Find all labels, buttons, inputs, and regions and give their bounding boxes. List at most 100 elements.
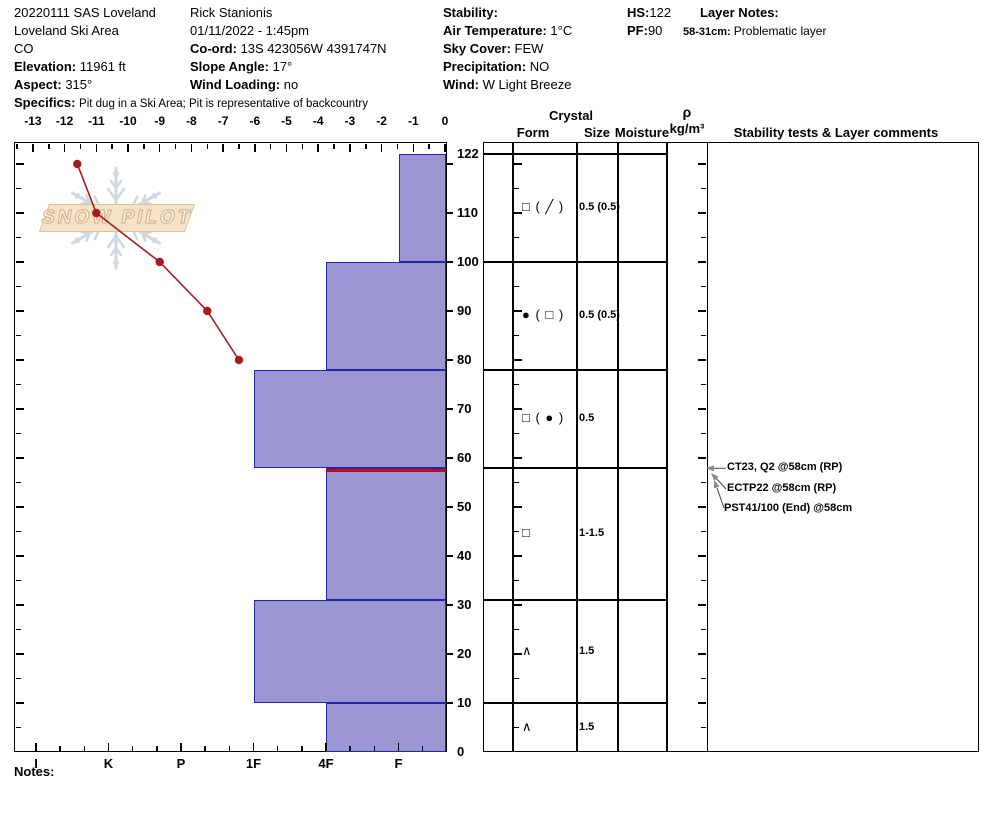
precip-value: NO <box>529 59 550 74</box>
depth-tick-left <box>15 481 21 484</box>
depth-tick-right-outer <box>447 408 453 410</box>
hardness-tick-minor <box>59 745 61 751</box>
depth-tick-rho-col <box>700 334 706 337</box>
crystal-row-divider <box>483 261 667 263</box>
depth-tick-left <box>15 702 24 704</box>
hardness-tick-minor <box>156 745 158 751</box>
temp-tick-minor <box>16 143 18 149</box>
depth-tick-form-col <box>513 334 519 337</box>
crystal-table-divider-size <box>576 142 578 752</box>
depth-tick-left <box>15 506 24 508</box>
depth-tick-rho-col <box>697 555 706 557</box>
temp-tick-major <box>285 143 288 152</box>
hardness-tick-minor <box>421 745 424 751</box>
hardness-tick-major <box>180 742 182 751</box>
specifics-value: Pit dug in a Ski Area; Pit is representa… <box>79 98 368 110</box>
ski-area: Loveland Ski Area <box>14 23 119 38</box>
depth-tick-form-col <box>513 604 522 606</box>
temp-tick-label: -1 <box>407 114 419 128</box>
depth-tick-form-col <box>513 285 519 288</box>
depth-tick-rho-col <box>700 726 706 729</box>
elevation-value: 11961 ft <box>79 59 126 74</box>
hardness-bar <box>398 154 446 262</box>
hardness-tick-minor <box>349 745 351 751</box>
depth-tick-rho-col <box>697 359 706 361</box>
stability-test-label: CT23, Q2 @58cm (RP) <box>727 461 843 473</box>
observer-name: Rick Stanionis <box>190 5 273 20</box>
depth-tick-form-col <box>513 310 522 312</box>
hardness-tick-minor <box>373 745 376 751</box>
depth-tick-left <box>15 187 21 190</box>
crystal-row-size: 1.5 <box>579 720 595 733</box>
temp-tick-minor <box>428 143 430 149</box>
crystal-row-divider <box>483 599 667 601</box>
crystal-row-form: ∧ <box>522 718 533 734</box>
hardness-tick-minor <box>276 745 279 751</box>
depth-tick-form-col <box>513 383 519 386</box>
crystal-row-divider <box>483 702 667 704</box>
depth-tick-left <box>15 628 21 631</box>
depth-tick-rho-col <box>700 383 706 386</box>
elevation-line: Elevation: 11961 ft <box>14 59 126 74</box>
hs-label: HS: <box>627 5 650 20</box>
crystal-table-frame <box>483 142 667 752</box>
depth-tick-form-col <box>513 163 522 165</box>
air-temp-value: 1°C <box>550 23 573 38</box>
temp-tick-major <box>190 143 193 152</box>
temp-tick-minor <box>48 143 50 149</box>
depth-tick-rho-col <box>697 163 706 165</box>
depth-label: 100 <box>457 254 479 269</box>
crystal-row-form: □ <box>522 524 531 540</box>
depth-label: 70 <box>457 401 472 416</box>
hs-value: 122 <box>649 5 672 20</box>
precip-line: Precipitation: NO <box>443 59 549 74</box>
coord-line: Co-ord: 13S 423056W 4391747N <box>190 41 387 56</box>
temp-tick-minor <box>238 143 240 149</box>
depth-tick-left <box>15 457 24 459</box>
temp-tick-major <box>412 143 415 152</box>
temp-tick-minor <box>396 143 399 149</box>
pit-title: 20220111 SAS Loveland <box>14 5 156 20</box>
depth-tick-rho-col <box>697 212 706 214</box>
temp-tick-major <box>349 143 351 152</box>
depth-label: 60 <box>457 450 472 465</box>
crystal-row-divider <box>483 467 667 469</box>
crystal-row-size: 0.5 <box>579 411 595 424</box>
layer-note-range: 58-31cm: <box>683 26 731 38</box>
temp-tick-label: -10 <box>119 114 137 128</box>
depth-label: 30 <box>457 597 472 612</box>
crystal-row-size: 1.5 <box>579 644 595 657</box>
depth-tick-right-outer <box>447 261 453 263</box>
pf-value: 90 <box>647 23 663 38</box>
aspect-value: 315° <box>65 77 93 92</box>
hardness-tick-minor <box>131 745 134 751</box>
depth-tick-left <box>15 285 21 288</box>
wind-line: Wind: W Light Breeze <box>443 77 571 92</box>
temp-tick-minor <box>111 143 113 149</box>
depth-label: 122 <box>457 146 479 162</box>
wind-loading-value: no <box>283 77 299 92</box>
hardness-tick-minor <box>228 745 231 751</box>
depth-tick-right-outer <box>447 457 453 459</box>
depth-tick-form-col <box>513 457 522 459</box>
crystal-row-form: ● ( □ ) <box>522 306 565 322</box>
temp-tick-label: 0 <box>441 114 449 128</box>
depth-tick-form-col <box>513 236 519 239</box>
temp-tick-minor <box>301 143 304 149</box>
depth-tick-form-col <box>513 628 519 631</box>
depth-tick-left <box>15 432 21 435</box>
depth-tick-left <box>15 726 21 729</box>
temp-tick-label: -7 <box>217 114 229 128</box>
size-header: Size <box>583 125 610 140</box>
temp-tick-minor <box>174 143 177 149</box>
depth-tick-rho-col <box>697 702 706 704</box>
temp-tick-major <box>444 143 446 152</box>
depth-tick-left <box>15 579 21 582</box>
depth-tick-left <box>15 677 21 680</box>
crystal-row-form: □ ( ╱ ) <box>522 199 565 215</box>
depth-tick-left <box>15 555 24 557</box>
sky-cover-line: Sky Cover: FEW <box>443 41 543 56</box>
stability-panel-frame <box>707 142 979 752</box>
snowpilot-logo-band: SNOW PILOT <box>38 204 196 232</box>
temp-tick-major <box>317 143 319 152</box>
